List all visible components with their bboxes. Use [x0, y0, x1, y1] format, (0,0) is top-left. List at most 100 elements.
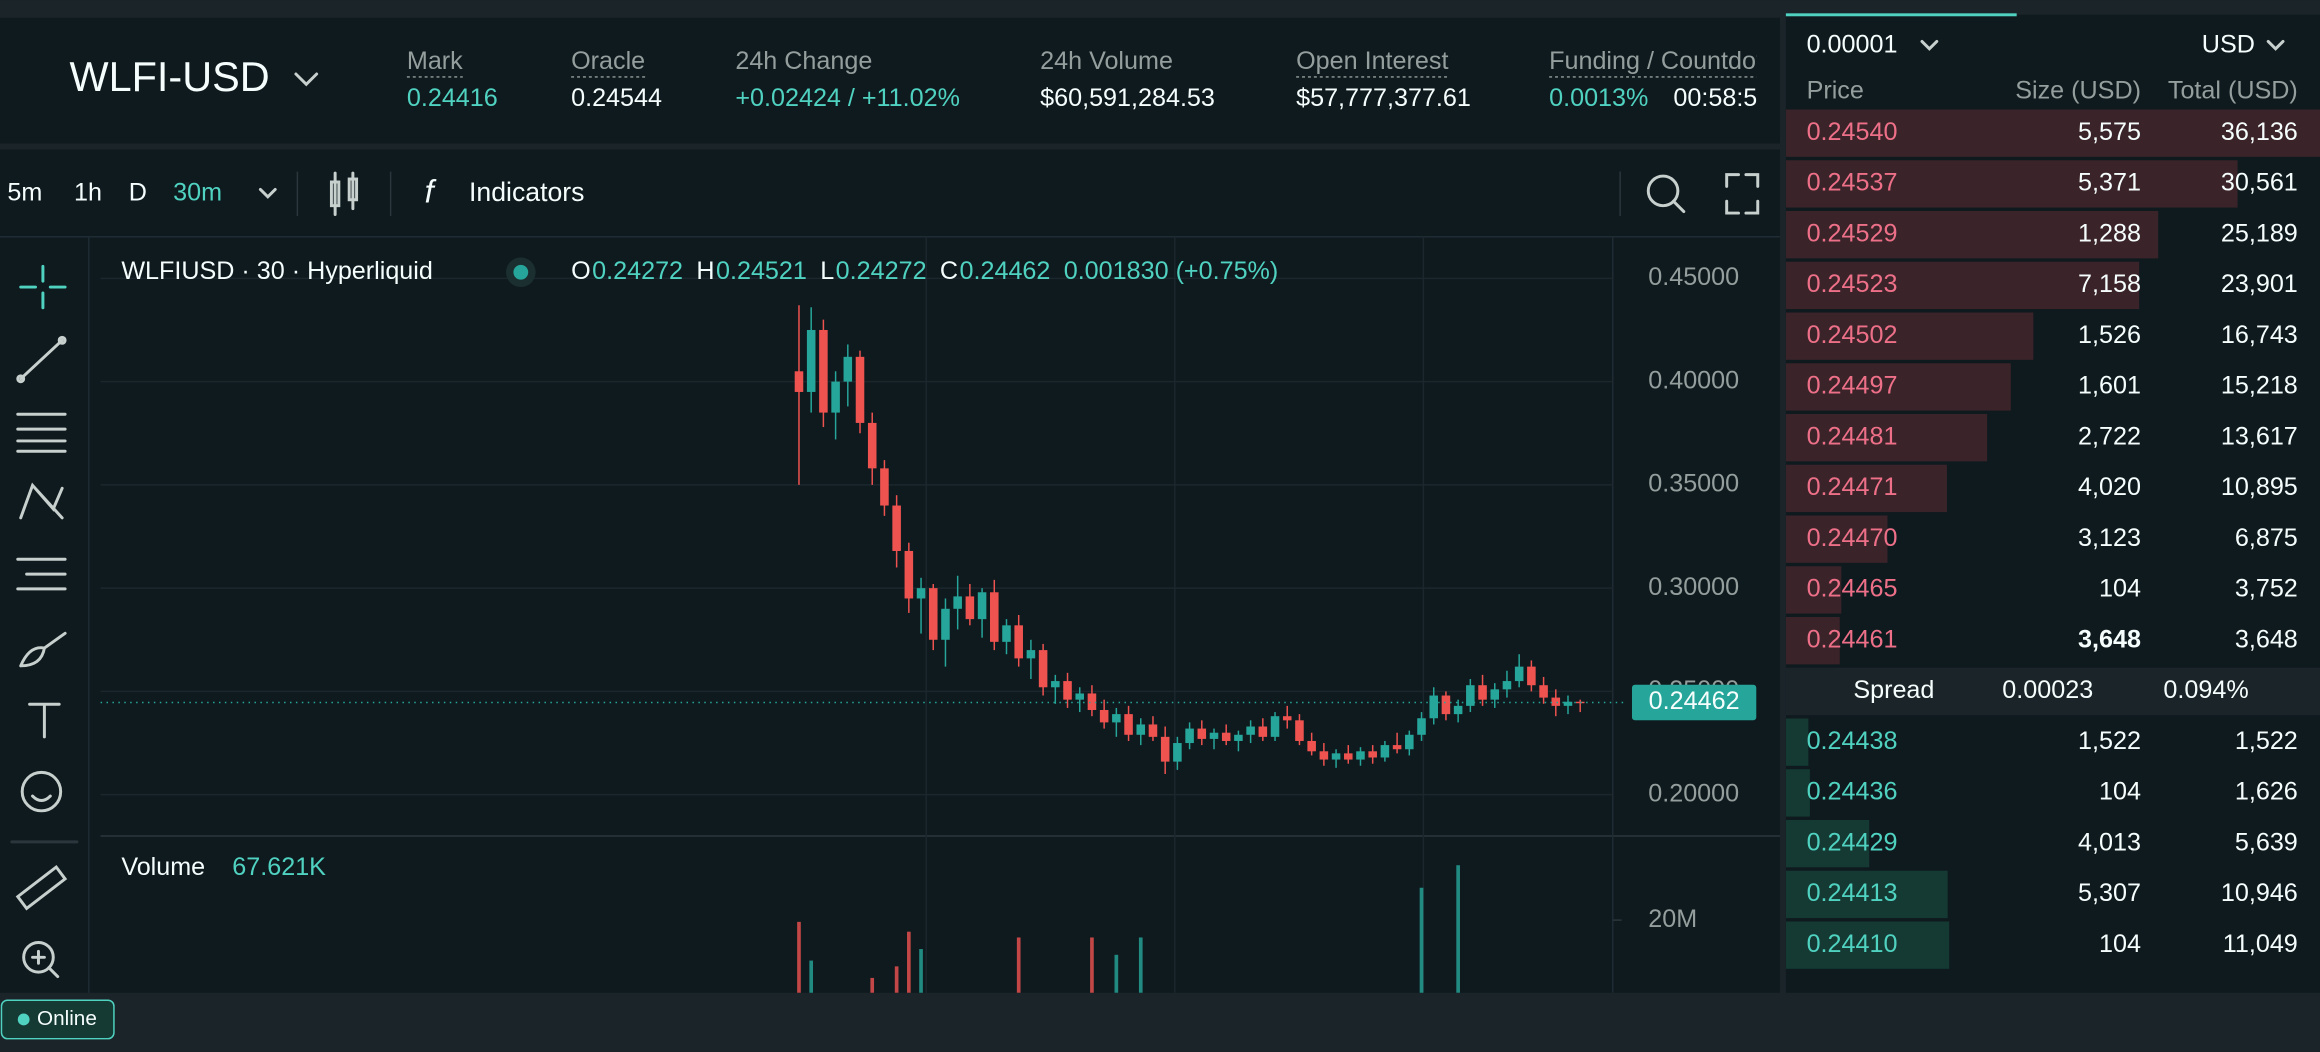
book-cell[interactable]: 0.24465 [1807, 575, 1898, 603]
book-cell[interactable]: 1,522 [2235, 727, 2298, 755]
depth-bar [1785, 819, 1870, 868]
fullscreen-icon[interactable] [1725, 173, 1760, 215]
book-cell[interactable]: 0.24461 [1807, 625, 1898, 653]
tick-chevron[interactable] [1920, 39, 1939, 51]
book-cell[interactable]: 16,743 [2221, 321, 2298, 349]
book-cell[interactable]: 4,020 [2078, 473, 2141, 501]
book-cell[interactable]: 1,626 [2235, 778, 2298, 806]
candle-body [1197, 728, 1207, 739]
book-cell[interactable]: 0.24438 [1807, 727, 1898, 755]
candle-body [867, 422, 877, 469]
symbol-chevron[interactable] [294, 72, 319, 87]
candle-body [1221, 732, 1231, 741]
tick-size[interactable]: 0.00001 [1807, 31, 1898, 59]
volume-bar [1016, 937, 1021, 993]
volume-bar [1456, 865, 1460, 993]
depth-bar [1785, 363, 2011, 411]
order-book: 0.00001 USD Price Size (USD) Total (USD) 0.24… [1785, 31, 2320, 969]
ohlc-value: 0.24462 [960, 257, 1051, 285]
candle-body [1075, 693, 1085, 700]
book-cell[interactable]: 0.24537 [1807, 169, 1898, 197]
book-cell[interactable]: 5,307 [2078, 879, 2141, 907]
currency[interactable]: USD [2202, 31, 2255, 59]
book-cell[interactable]: 104 [2099, 778, 2141, 806]
book-cell[interactable]: 36,136 [2221, 118, 2298, 146]
volume-bar [1114, 954, 1119, 993]
book-cell[interactable]: 1,288 [2078, 219, 2141, 247]
candle-body [1356, 751, 1365, 760]
book-cell[interactable]: 30,561 [2221, 169, 2298, 197]
book-cell[interactable]: 0.24413 [1807, 879, 1898, 907]
book-cell[interactable]: 1,522 [2078, 727, 2141, 755]
header-panel [0, 17, 1780, 144]
interval[interactable]: 5m [7, 178, 42, 206]
interval[interactable]: D [129, 178, 147, 206]
book-cell[interactable]: 3,123 [2078, 524, 2141, 552]
book-cell[interactable]: 5,639 [2235, 828, 2298, 856]
candle-body [1038, 650, 1048, 688]
chart-title: WLFIUSD · 30 · Hyperliquid [121, 257, 433, 285]
book-cell[interactable]: 2,722 [2078, 422, 2141, 450]
candle-body [990, 592, 999, 642]
interval[interactable]: 1h [74, 178, 102, 206]
spread-value: 0.00023 [2002, 676, 2093, 704]
currency-chevron[interactable] [2266, 39, 2285, 51]
book-cell[interactable]: 0.24470 [1807, 524, 1898, 552]
book-cell[interactable]: 3,648 [2235, 625, 2298, 653]
book-cell[interactable]: 23,901 [2221, 270, 2298, 298]
book-cell[interactable]: 10,946 [2221, 879, 2298, 907]
book-cell[interactable]: 5,575 [2078, 118, 2141, 146]
book-cell[interactable]: 7,158 [2078, 270, 2141, 298]
candle-body [1380, 745, 1390, 758]
book-cell[interactable]: 104 [2099, 575, 2141, 603]
book-cell[interactable]: 6,875 [2235, 524, 2298, 552]
book-cell[interactable]: 0.24481 [1807, 422, 1898, 450]
book-cell[interactable]: 5,371 [2078, 169, 2141, 197]
book-cell[interactable]: 0.24529 [1807, 219, 1898, 247]
stat-value: 0.24416 [407, 84, 498, 112]
book-cell[interactable]: 0.24436 [1807, 778, 1898, 806]
book-cell[interactable]: 25,189 [2221, 219, 2298, 247]
book-cell[interactable]: 13,617 [2221, 422, 2298, 450]
book-cell[interactable]: 11,049 [2223, 930, 2298, 958]
depth-bar [1785, 769, 1810, 817]
book-cell[interactable]: 0.24471 [1807, 473, 1898, 501]
book-cell[interactable]: 0.24502 [1807, 321, 1898, 349]
drawing-tools[interactable] [10, 264, 79, 979]
candle-body [977, 592, 987, 620]
spread-percent: 0.094% [2163, 676, 2248, 704]
interval-chevron[interactable] [258, 187, 277, 199]
fx-icon[interactable]: f [425, 173, 437, 209]
book-cell[interactable]: 0.24540 [1807, 118, 1898, 146]
stat-label: Open Interest [1296, 47, 1448, 75]
candle-body [1112, 714, 1121, 723]
candle-body [1002, 625, 1011, 642]
book-cell[interactable]: 1,601 [2078, 372, 2141, 400]
book-cell[interactable]: 0.24429 [1807, 828, 1898, 856]
candle-body [806, 329, 816, 392]
book-cell[interactable]: 0.24497 [1807, 372, 1898, 400]
ohlc-value: 0.24272 [836, 257, 927, 285]
candle-type-icon[interactable] [329, 171, 359, 217]
stat-value: $57,777,377.61 [1296, 84, 1471, 112]
book-cell[interactable]: 0.24523 [1807, 270, 1898, 298]
indicators[interactable]: Indicators [469, 177, 584, 207]
book-cell[interactable]: 1,526 [2078, 321, 2141, 349]
replay-icon[interactable] [1646, 174, 1686, 214]
candle-body [1319, 751, 1329, 760]
volume-bar [919, 949, 923, 993]
book-cell[interactable]: 3,648 [2078, 625, 2141, 653]
book-cell[interactable]: 104 [2099, 930, 2141, 958]
stat-label: Oracle [571, 47, 645, 75]
candle-body [916, 588, 926, 599]
symbol[interactable]: WLFI-USD [70, 54, 270, 100]
candle-body [1490, 689, 1500, 700]
book-cell[interactable]: 3,752 [2235, 575, 2298, 603]
interval[interactable]: 30m [173, 178, 222, 206]
book-cell[interactable]: 10,895 [2221, 473, 2298, 501]
book-cell[interactable]: 4,013 [2078, 828, 2141, 856]
book-cell[interactable]: 15,218 [2221, 372, 2298, 400]
book-cell[interactable]: 0.24410 [1807, 930, 1898, 958]
depth-bar [1785, 413, 1988, 462]
